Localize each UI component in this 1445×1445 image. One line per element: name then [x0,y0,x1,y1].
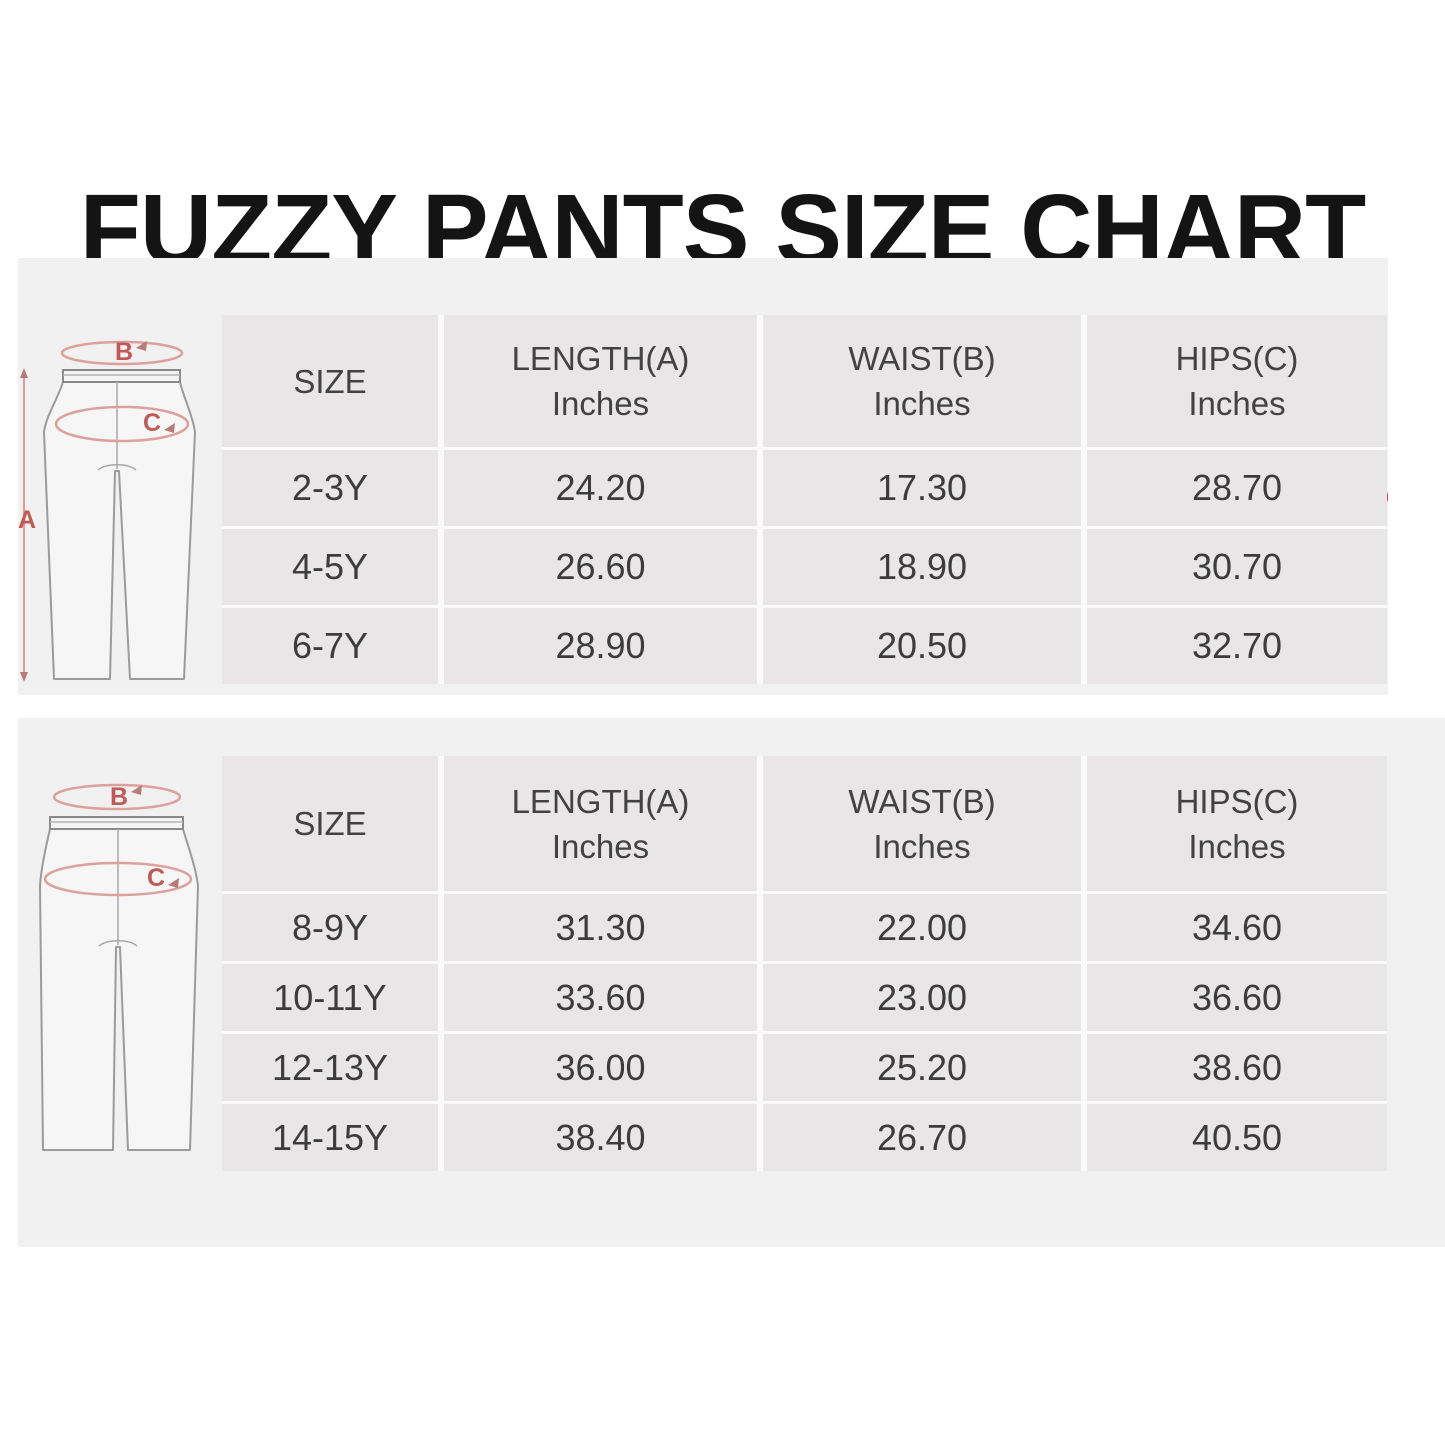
waist-measure-label: B [110,783,128,811]
hips-arrow-icon [168,878,179,888]
arrow-down-icon [20,672,28,682]
column-header-length: LENGTH(A) Inches [444,756,757,891]
column-header-waist: WAIST(B) Inches [763,315,1081,447]
column-header-length: LENGTH(A) Inches [444,315,757,447]
column-header-label: SIZE [293,362,367,400]
column-header-label: SIZE [293,805,367,842]
column-header-sub: Inches [1188,385,1286,422]
column-header-waist: WAIST(B) Inches [763,756,1081,891]
length-cell: 33.60 [444,964,757,1031]
hips-cell: 38.60 [1087,1034,1387,1101]
size-panel-toddler: B C A A SIZE LENGTH(A) Inches WAIST(B) I… [18,258,1388,695]
size-table-8-15y: SIZE LENGTH(A) Inches WAIST(B) Inches HI… [222,756,1387,1171]
column-header-sub: Inches [873,827,971,865]
pants-outline [39,828,199,1151]
hips-cell: 30.70 [1087,529,1387,605]
pants-waistband [49,816,184,830]
size-cell: 4-5Y [222,529,438,605]
hips-arrow-icon [164,423,175,433]
length-cell: 28.90 [444,608,757,684]
hips-cell: 40.50 [1087,1104,1387,1171]
crotch-curve [97,464,137,471]
length-cell: 31.30 [444,894,757,961]
length-measure-label: A [18,506,36,534]
column-header-label: LENGTH(A) [511,782,690,820]
size-cell: 10-11Y [222,964,438,1031]
column-header-hips: HIPS(C) Inches [1087,315,1387,447]
column-header-label: HIPS(C) [1175,340,1299,377]
length-cell: 36.00 [444,1034,757,1101]
waist-cell: 26.70 [763,1104,1081,1171]
column-header-label: WAIST(B) [848,340,996,377]
arrow-up-icon [20,368,28,378]
column-header-sub: Inches [551,827,650,865]
size-cell: 14-15Y [222,1104,438,1171]
column-header-hips: HIPS(C) Inches [1087,756,1387,891]
size-table-2-7y: SIZE LENGTH(A) Inches WAIST(B) Inches HI… [222,315,1387,684]
waist-cell: 20.50 [763,608,1081,684]
length-cell: 24.20 [444,450,757,526]
column-header-label: WAIST(B) [848,782,996,820]
hips-cell: 32.70 [1087,608,1387,684]
waist-cell: 23.00 [763,964,1081,1031]
waist-cell: 22.00 [763,894,1081,961]
waist-measure-ellipse [60,340,184,366]
crotch-curve [98,940,138,947]
pants-outline [43,381,196,680]
waist-cell: 25.20 [763,1034,1081,1101]
hips-measure-label: C [147,864,165,892]
waist-arrow-icon [131,785,142,795]
waist-measure-label: B [115,338,133,366]
size-cell: 6-7Y [222,608,438,684]
column-header-size: SIZE [222,315,438,447]
hips-cell: 28.70 [1087,450,1387,526]
waist-measure-ellipse [52,783,182,811]
column-header-label: LENGTH(A) [511,340,690,377]
column-header-sub: Inches [551,385,650,422]
hips-measure-ellipse [54,405,190,443]
waist-cell: 18.90 [763,529,1081,605]
size-cell: 2-3Y [222,450,438,526]
length-cell: 26.60 [444,529,757,605]
hips-cell: 34.60 [1087,894,1387,961]
pants-measurement-diagram: B C A [18,338,196,682]
column-header-sub: Inches [873,385,971,422]
size-panel-kids: B C SIZE LENGTH(A) Inches WAIST(B) Inche… [18,718,1445,1247]
hips-measure-ellipse [43,861,193,897]
size-cell: 8-9Y [222,894,438,961]
waist-cell: 17.30 [763,450,1081,526]
hips-measure-label: C [143,409,161,437]
pants-measurement-diagram: B C [39,783,199,1151]
pants-waistband [62,369,181,383]
column-header-sub: Inches [1188,827,1286,865]
column-header-size: SIZE [222,756,438,891]
length-cell: 38.40 [444,1104,757,1171]
hips-cell: 36.60 [1087,964,1387,1031]
column-header-label: HIPS(C) [1175,782,1299,820]
waist-arrow-icon [136,341,147,351]
size-cell: 12-13Y [222,1034,438,1101]
